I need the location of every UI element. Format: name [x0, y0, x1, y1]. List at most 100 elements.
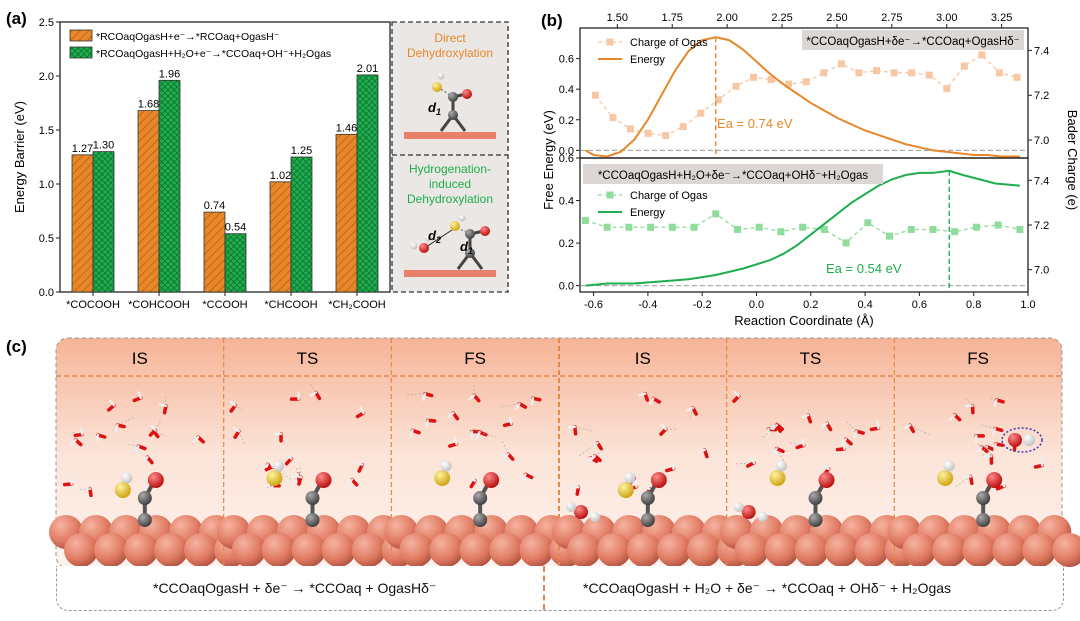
water-oxygen-atom	[1008, 433, 1022, 447]
water-hydrogen	[801, 413, 810, 419]
water-hydrogen	[820, 422, 829, 428]
gas-oxygen-atom	[617, 482, 634, 498]
y-tick-label: 0.4	[559, 196, 574, 208]
water-hydrogen	[521, 473, 527, 481]
water-hydrogen	[530, 397, 535, 406]
bar	[356, 74, 379, 293]
copper-atom	[64, 533, 98, 567]
state-label: FS	[967, 349, 989, 368]
hydrogen-bond	[788, 442, 804, 446]
water-hydrogen	[670, 461, 675, 470]
bar	[158, 79, 181, 293]
charge-point	[886, 232, 894, 240]
hydrogen-bond	[235, 405, 244, 411]
state-label: TS	[800, 349, 822, 368]
copper-atom	[429, 533, 464, 567]
copper-atom	[597, 533, 631, 567]
hydrogen-atom	[733, 502, 744, 512]
carbon-atom	[808, 513, 823, 527]
hydrogen-bond	[594, 449, 605, 457]
inset-d1b-label: d1	[460, 239, 473, 256]
x-tick-label: *COCOOH	[66, 299, 120, 311]
copper-atom	[657, 533, 691, 567]
hydrogen-bond	[844, 420, 857, 432]
water-hydrogen	[293, 474, 303, 479]
water-hydrogen	[766, 427, 770, 437]
copper-atom	[124, 533, 158, 567]
water-hydrogen	[355, 460, 364, 466]
y-tick-label: 0.0	[559, 145, 574, 157]
charge-point	[749, 73, 757, 81]
charge-point	[668, 223, 676, 231]
charge-point	[1013, 73, 1021, 81]
charge-point	[802, 78, 810, 86]
charge-point	[733, 225, 741, 233]
hydrogen-bond	[980, 424, 995, 429]
bar-value-label: 1.27	[72, 143, 93, 155]
copper-atom	[489, 533, 524, 567]
x-tick-label: 0.0	[749, 299, 764, 311]
charge-point	[712, 210, 720, 218]
y-tick-label: 2.0	[39, 71, 54, 83]
x-top-tick-label: 3.25	[991, 12, 1012, 24]
charge-point	[820, 69, 828, 77]
water-hydrogen	[571, 484, 580, 489]
water-hydrogen	[822, 464, 830, 471]
y-tick-label: 0.5	[39, 233, 54, 245]
charge-line	[585, 213, 1020, 244]
copper-atom	[94, 533, 128, 567]
water-hydrogen	[114, 423, 119, 433]
x-tick-label: 0.4	[857, 299, 872, 311]
bar-value-label: 1.30	[93, 140, 114, 152]
water-hydrogen	[750, 456, 756, 465]
water-hydrogen	[800, 438, 806, 447]
charge-point	[799, 223, 807, 231]
hydrogen-atom	[590, 512, 600, 522]
state-label: FS	[464, 349, 486, 368]
simulation-snapshots: IS TS FS IS TS FS	[49, 337, 1080, 569]
y-tick-label: 2.5	[39, 17, 54, 29]
charge-point	[994, 221, 1002, 229]
reaction-label-bottom: *CCOaqOgasH+H₂O+δe⁻→*CCOaq+OHδ⁻+H₂Ogas	[598, 170, 869, 182]
charge-point	[732, 82, 740, 90]
bar-value-label: 0.74	[204, 200, 225, 212]
caption-divider	[543, 566, 545, 610]
water-hydrogen	[649, 397, 655, 405]
inset-hydro-line3: Dehydroxylation	[407, 192, 493, 206]
carbon-atom	[305, 491, 320, 505]
water-hydrogen	[697, 448, 706, 454]
legend-label: *RCOaqOgasH+e⁻→*RCOaq+OgasH⁻	[96, 31, 279, 43]
water-hydrogen	[876, 421, 880, 430]
hydrogen-atom	[943, 460, 955, 472]
inset-panel: Direct Dehydroxylation Hydrogenation- in…	[391, 21, 509, 293]
water-hydrogen	[268, 459, 274, 468]
bar-chart: 0.0 0.5 1.0 1.5 2.0 2.5 Energy Barrier (eV) *CO…	[12, 17, 391, 311]
carbon-atom	[976, 491, 991, 505]
water-hydrogen	[1039, 458, 1044, 467]
carbon-atom	[305, 513, 320, 527]
bar-value-label: 1.25	[291, 145, 312, 157]
water-hydrogen	[291, 472, 300, 477]
x-tick-label: *CHCOOH	[264, 299, 317, 311]
copper-atom	[932, 533, 967, 567]
reaction-label-top: *CCOaqOgasH+δe⁻→*CCOaq+OgasHδ⁻	[806, 36, 1020, 48]
water-hydrogen	[642, 485, 651, 491]
copper-atom	[261, 533, 296, 567]
water-hydrogen	[468, 476, 477, 482]
hydrogen-bond	[405, 393, 425, 396]
charge-point	[820, 225, 828, 233]
charge-point	[995, 69, 1003, 77]
inset-hydro-line1: Hydrogenation-	[409, 162, 491, 176]
bar-value-label: 1.96	[159, 68, 180, 80]
charge-point	[647, 223, 655, 231]
panel-label-a: (a)	[6, 9, 27, 28]
water-hydrogen	[502, 452, 510, 460]
water-hydrogen	[963, 475, 972, 479]
y-tick-label: 0.2	[559, 115, 574, 127]
charge-point	[960, 62, 968, 70]
water-hydrogen	[141, 455, 149, 463]
y-tick-label: 0.6	[559, 54, 574, 66]
copper-atom	[627, 533, 661, 567]
charge-point	[872, 67, 880, 75]
hydrogen-bond	[117, 416, 135, 426]
